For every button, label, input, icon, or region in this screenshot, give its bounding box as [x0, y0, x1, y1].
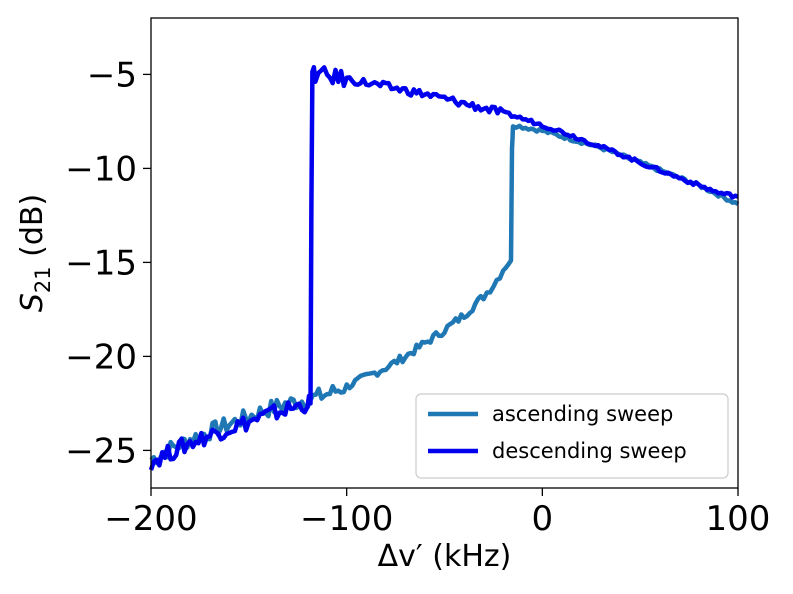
series-layer	[148, 64, 740, 471]
y-tick-label: −5	[87, 55, 137, 95]
y-axis-label-main: S	[15, 293, 50, 312]
x-axis: −200 −100 0 100	[104, 488, 770, 539]
series-line-descending-sweep	[148, 64, 739, 471]
y-axis: −5 −10 −15 −20 −25	[65, 55, 151, 471]
legend-label-descending-sweep: descending sweep	[492, 439, 687, 463]
legend-box	[415, 393, 729, 479]
y-axis-label-unit: (dB)	[15, 194, 50, 267]
y-tick-label: −10	[65, 149, 137, 189]
plot-frame	[150, 17, 739, 489]
x-tick-label: −200	[104, 499, 197, 539]
y-tick-label: −25	[65, 431, 137, 471]
y-axis-label: S21 (dB)	[15, 194, 55, 312]
x-tick-label: 100	[706, 499, 771, 539]
y-axis-label-subscript: 21	[31, 266, 55, 293]
x-tick-label: −100	[300, 499, 393, 539]
legend: ascending sweep descending sweep	[415, 393, 729, 479]
y-tick-label: −20	[65, 337, 137, 377]
x-tick-label: 0	[532, 499, 554, 539]
legend-label-ascending-sweep: ascending sweep	[492, 402, 673, 426]
x-axis-label: Δv′ (kHz)	[378, 539, 512, 574]
y-tick-label: −15	[65, 243, 137, 283]
